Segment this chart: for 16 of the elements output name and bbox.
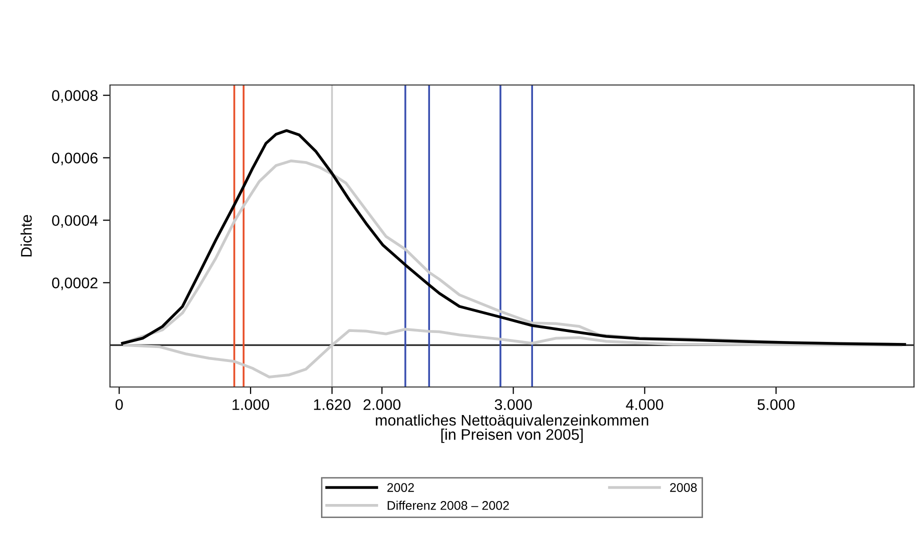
x-tick-label: 5.000 bbox=[758, 399, 795, 410]
y-axis-title: Dichte bbox=[20, 215, 32, 256]
x-tick-label: 1.620 bbox=[314, 399, 351, 410]
x-tick-label: 2.000 bbox=[364, 399, 400, 410]
legend-label: 2008 bbox=[670, 483, 697, 492]
y-tick-label: 0,0008 bbox=[52, 90, 98, 103]
x-axis-title: monatliches Nettoäquivalenzeinkommen [in Preisen von 2005] bbox=[376, 414, 648, 443]
legend-label: Differenz 2008 – 2002 bbox=[388, 500, 509, 510]
y-tick-label: 0,0002 bbox=[52, 278, 98, 290]
legend-label: 2002 bbox=[387, 483, 414, 492]
y-tick-label: 0,0006 bbox=[52, 152, 98, 166]
x-tick-label: 1.000 bbox=[232, 399, 270, 410]
y-tick-label: 0,0004 bbox=[52, 215, 98, 228]
x-tick-label: 3.000 bbox=[494, 399, 532, 410]
x-tick-label: 4.000 bbox=[626, 399, 664, 410]
x-tick-label: 0 bbox=[116, 399, 123, 410]
